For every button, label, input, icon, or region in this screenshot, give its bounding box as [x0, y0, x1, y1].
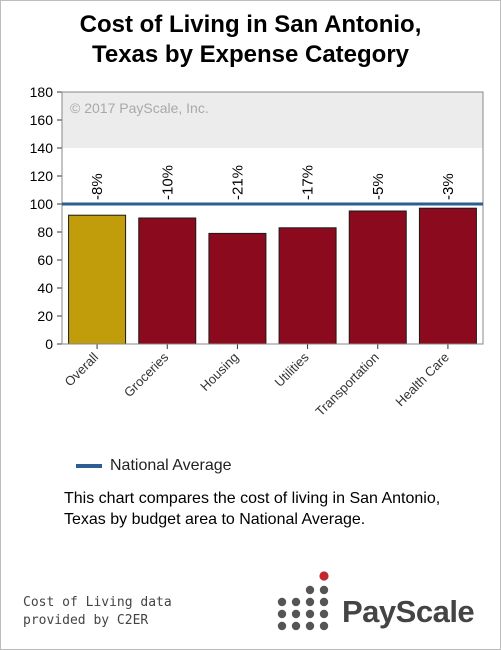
logo-dot	[291, 609, 301, 619]
watermark-text: © 2017 PayScale, Inc.	[70, 100, 209, 116]
y-tick-label: 20	[37, 308, 53, 324]
chart-title-line-2: Texas by Expense Category	[91, 41, 410, 68]
plot-top-band	[62, 92, 483, 148]
payscale-logo-icon	[277, 571, 329, 631]
chart-description: This chart compares the cost of living i…	[64, 490, 441, 528]
logo-dot	[319, 597, 329, 607]
logo-dot	[305, 621, 315, 631]
logo-dot	[305, 597, 315, 607]
y-tick-label: 0	[45, 336, 53, 352]
chart-title-line-1: Cost of Living in San Antonio,	[79, 11, 422, 38]
data-credit: Cost of Living data provided by C2ER	[23, 594, 193, 630]
logo-dot	[305, 609, 315, 619]
y-tick-label: 180	[30, 84, 54, 100]
y-tick-label: 120	[30, 168, 54, 184]
legend-swatch-national-average	[76, 464, 102, 468]
logo-dot	[319, 585, 329, 595]
bar-transportation	[348, 210, 407, 345]
logo-dot	[277, 609, 287, 619]
x-tick-label: Overall	[61, 349, 101, 389]
bar-utilities	[278, 227, 337, 345]
credit-line-2: provided by C2ER	[23, 613, 149, 628]
credit-line-1: Cost of Living data	[23, 595, 172, 610]
data-label: -8%	[89, 173, 106, 200]
y-tick-label: 80	[37, 224, 53, 240]
data-label: -3%	[440, 173, 457, 200]
y-tick-label: 140	[30, 140, 54, 156]
x-tick-label: Utilities	[271, 349, 312, 390]
y-tick-label: 160	[30, 112, 54, 128]
x-tick-label: Transportation	[312, 350, 382, 420]
chart-title: Cost of Living in San Antonio, Texas by …	[0, 10, 501, 70]
payscale-logo-text: PayScale	[342, 594, 475, 629]
logo-dot	[305, 585, 315, 595]
legend: National Average	[76, 457, 232, 475]
legend-label: National Average	[110, 457, 232, 474]
y-tick-label: 60	[37, 252, 53, 268]
data-label: -21%	[229, 165, 246, 200]
x-tick-label: Groceries	[121, 349, 172, 400]
bar-health-care	[418, 207, 477, 345]
logo-dot	[277, 597, 287, 607]
logo-dot	[319, 571, 329, 581]
data-label: -17%	[300, 165, 317, 200]
data-label: -5%	[370, 173, 387, 200]
y-tick-label: 40	[37, 280, 53, 296]
bar-chart: © 2017 PayScale, Inc. 0 20 40 60 80 100 120 140 1…	[30, 84, 484, 420]
logo-dot	[291, 597, 301, 607]
y-tick-label: 100	[30, 196, 54, 212]
data-label: -10%	[159, 165, 176, 200]
plot-border	[61, 91, 484, 345]
logo-dot	[319, 609, 329, 619]
logo-dot	[291, 621, 301, 631]
x-tick-label: Housing	[197, 350, 241, 394]
bar-groceries	[138, 217, 197, 345]
logo-dot	[277, 621, 287, 631]
logo-dot	[319, 621, 329, 631]
bar-overall	[68, 214, 127, 345]
x-tick-label: Health Care	[392, 350, 452, 410]
bar-housing	[208, 232, 267, 345]
